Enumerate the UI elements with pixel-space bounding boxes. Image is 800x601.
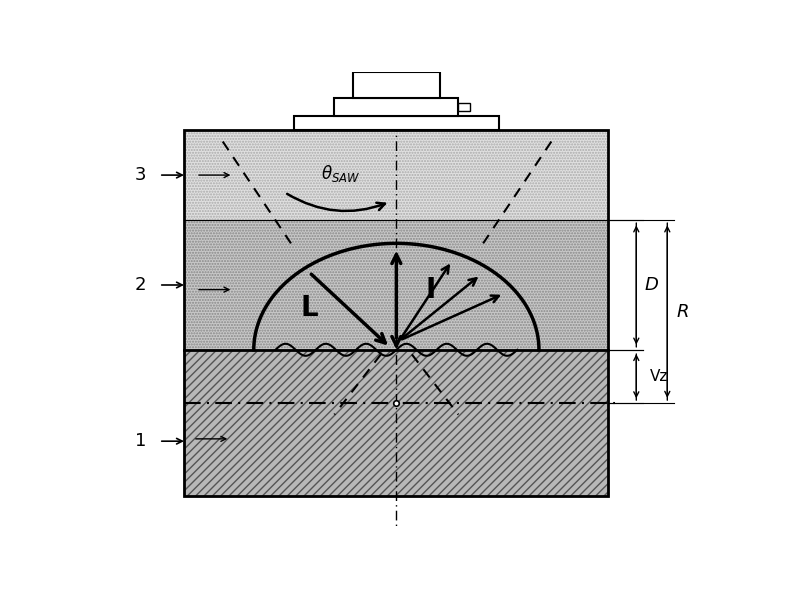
Text: 1: 1 <box>134 432 146 450</box>
Bar <box>184 220 608 350</box>
Text: R: R <box>677 302 689 320</box>
Text: $\theta_{SAW}$: $\theta_{SAW}$ <box>321 163 360 185</box>
Text: 3: 3 <box>134 166 146 184</box>
Text: D: D <box>645 276 658 294</box>
Bar <box>184 130 608 496</box>
Bar <box>353 72 440 97</box>
Text: L: L <box>301 294 318 322</box>
Text: 2: 2 <box>134 276 146 294</box>
Bar <box>184 130 608 220</box>
Bar <box>294 116 498 130</box>
Bar <box>334 97 458 116</box>
Text: I: I <box>426 276 435 304</box>
Bar <box>458 103 470 111</box>
Bar <box>184 350 608 496</box>
Bar <box>184 130 608 220</box>
Bar <box>184 220 608 350</box>
Text: Vz: Vz <box>650 369 668 384</box>
Bar <box>184 350 608 496</box>
